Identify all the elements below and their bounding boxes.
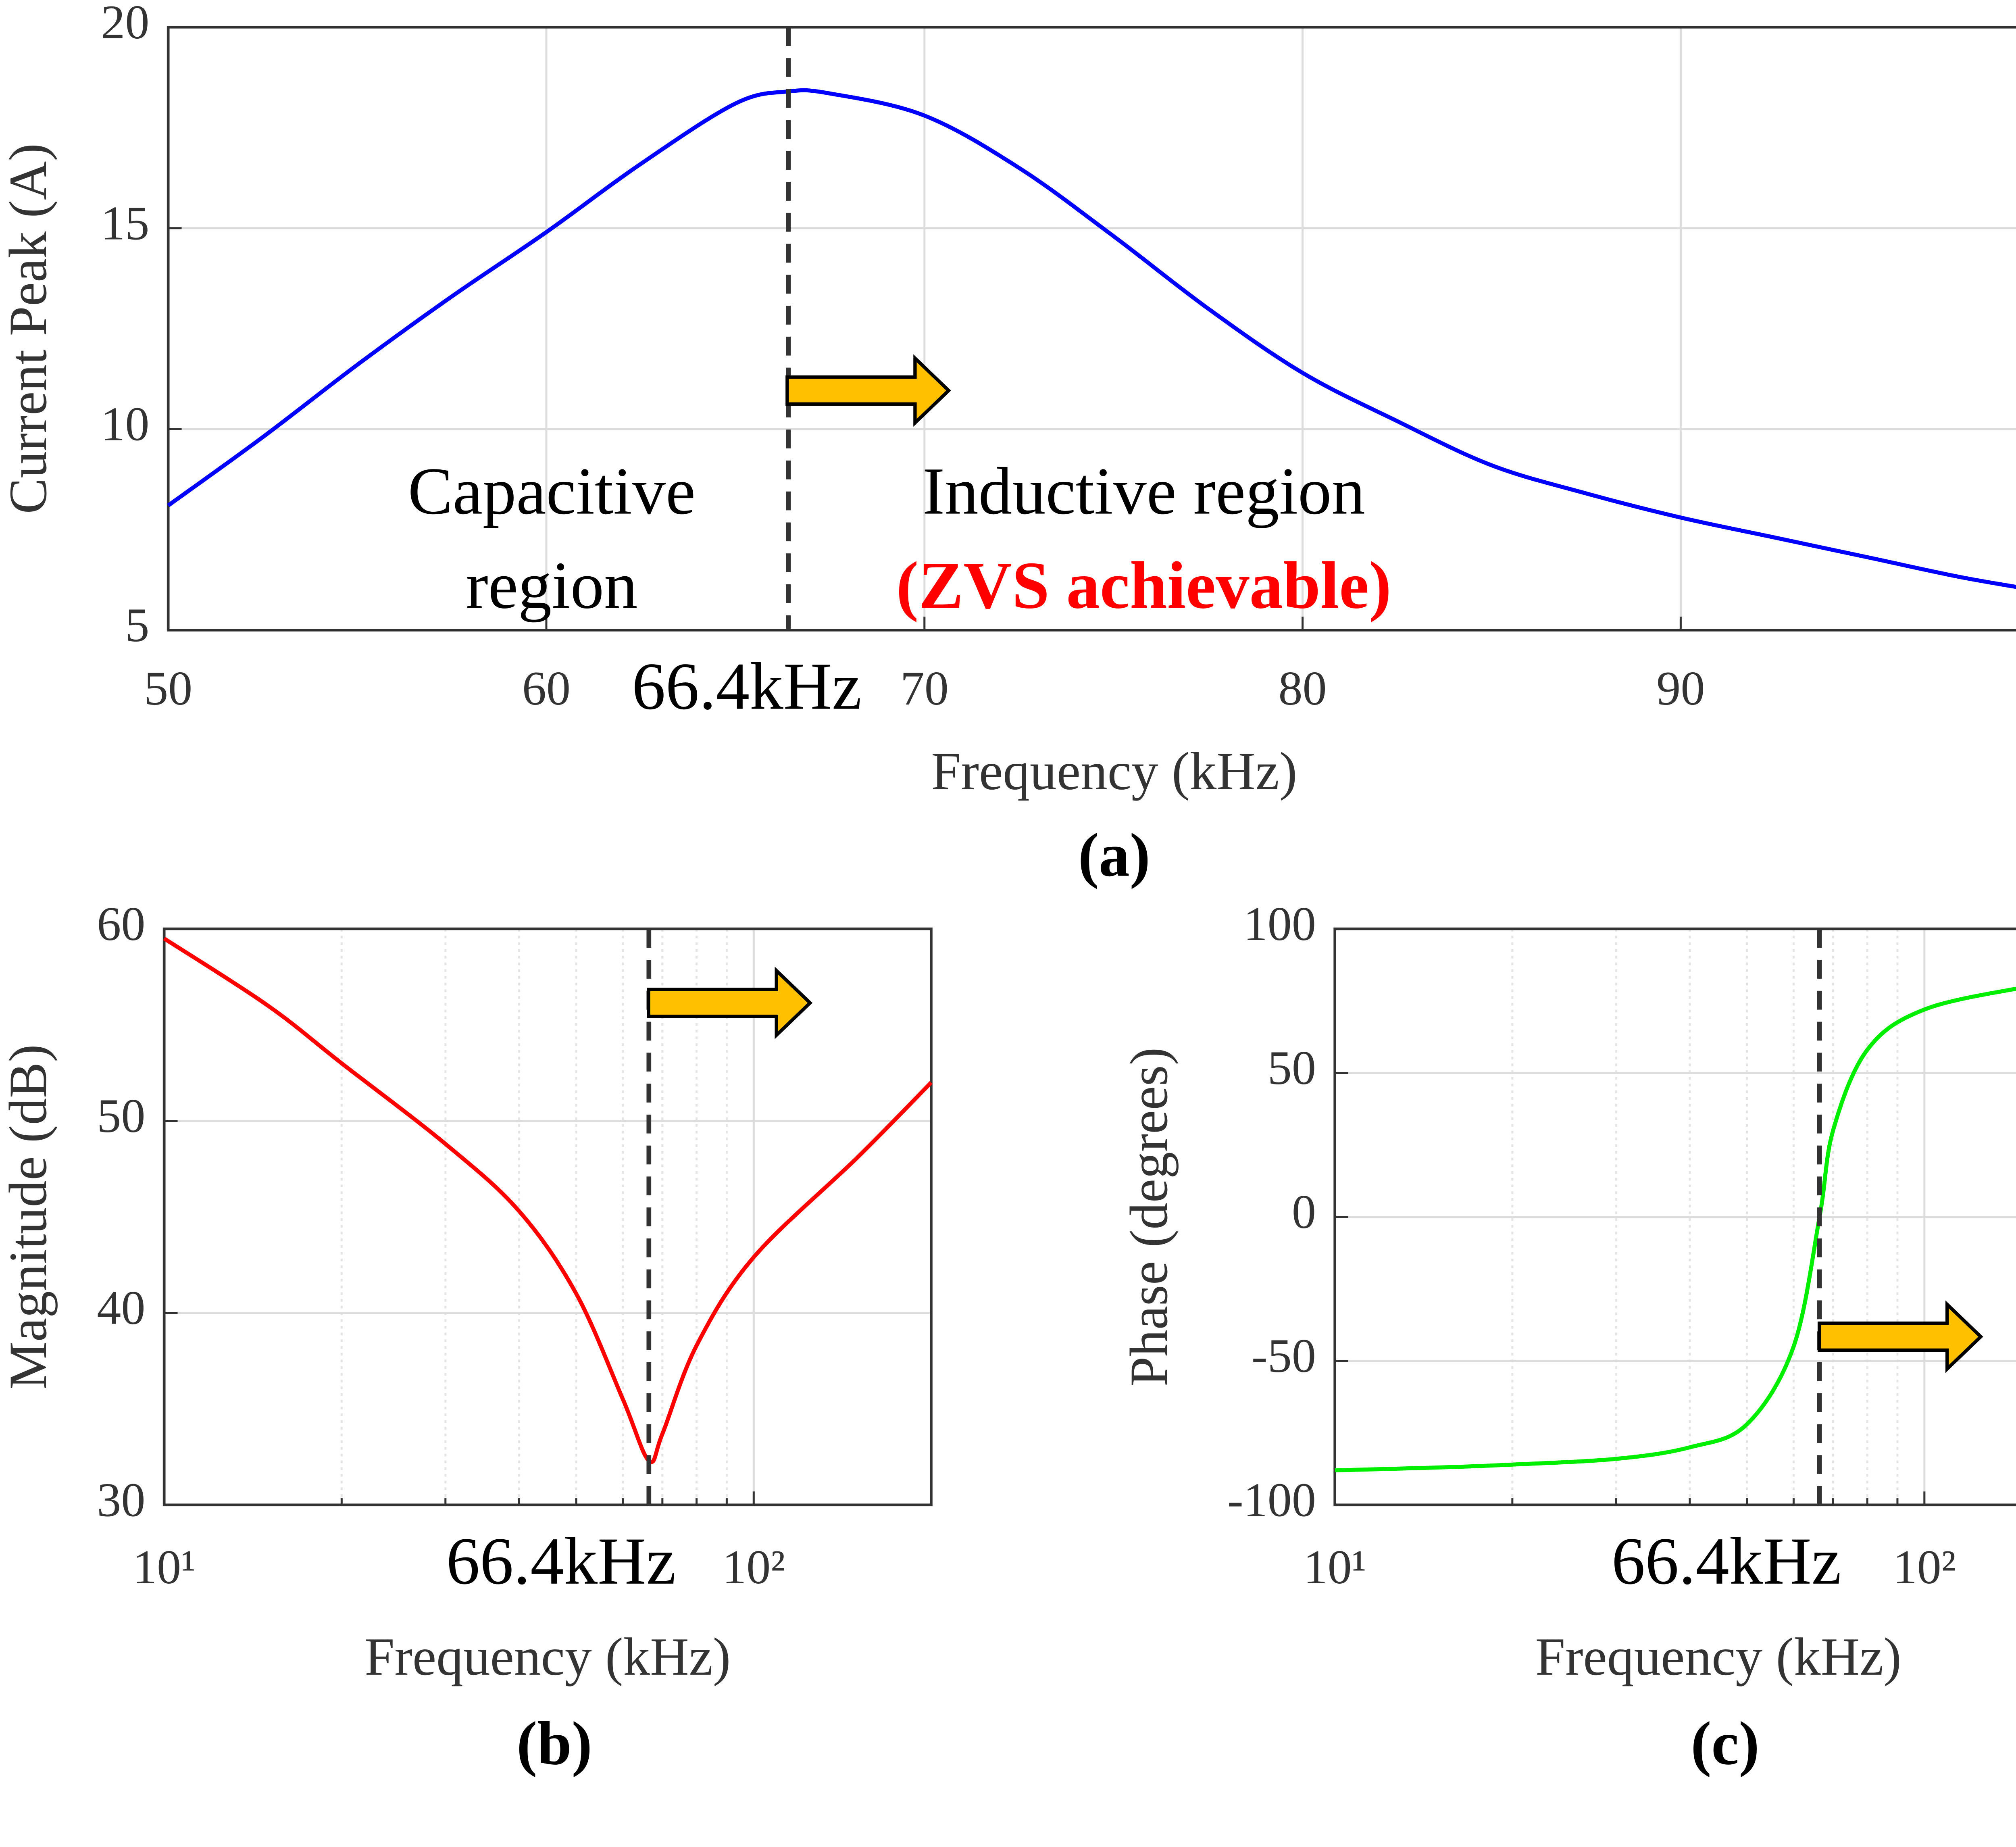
data-line (163, 936, 933, 1464)
x-tick-label: 10¹ (1304, 1540, 1366, 1594)
annotation: region (466, 548, 637, 623)
reference-label: 66.4kHz (632, 649, 862, 724)
x-tick-label: 50 (144, 661, 192, 715)
y-tick-label: 60 (97, 897, 145, 951)
y-axis-label: Current Peak (A) (0, 143, 58, 514)
caption: (a) (1078, 821, 1150, 890)
annotation: Inductive region (923, 454, 1365, 529)
x-tick-label: 90 (1656, 661, 1705, 715)
plot-frame (167, 25, 2016, 632)
y-tick-label: 40 (97, 1281, 145, 1334)
y-tick-label: -100 (1227, 1473, 1316, 1526)
annotation: (ZVS achievable) (896, 548, 1391, 623)
x-tick-label: 10² (1893, 1540, 1956, 1594)
annotation: Capacitive (408, 454, 696, 529)
x-tick-label: 10¹ (133, 1540, 196, 1594)
arrow (1817, 1300, 1983, 1373)
y-tick-label: 0 (1292, 1185, 1316, 1238)
caption: (c) (1691, 1709, 1759, 1778)
data-line (1335, 986, 2016, 1473)
plot-frame (162, 928, 933, 1507)
y-tick-label: 50 (97, 1089, 145, 1142)
y-tick-label: 50 (1268, 1041, 1316, 1094)
caption: (b) (516, 1709, 592, 1778)
y-tick-label: 15 (101, 196, 149, 250)
y-tick-label: 10 (101, 397, 149, 451)
x-tick-label: 60 (522, 661, 571, 715)
x-tick-label: 10² (722, 1540, 785, 1594)
plot-frame (1333, 928, 2016, 1507)
arrow (647, 967, 813, 1039)
y-tick-label: 100 (1243, 897, 1316, 951)
x-axis-label: Frequency (kHz) (1535, 1627, 1901, 1686)
x-axis-label: Frequency (kHz) (364, 1627, 731, 1686)
y-tick-label: 30 (97, 1473, 145, 1526)
y-axis-label: Magnitude (dB) (0, 1044, 58, 1389)
y-tick-label: -50 (1252, 1329, 1316, 1382)
x-tick-label: 80 (1279, 661, 1327, 715)
reference-label: 66.4kHz (1612, 1524, 1841, 1599)
x-axis-label: Frequency (kHz) (931, 741, 1297, 801)
reference-label: 66.4kHz (446, 1524, 676, 1599)
arrow (785, 354, 951, 427)
y-tick-label: 5 (125, 598, 149, 652)
y-tick-label: 20 (101, 0, 149, 49)
x-tick-label: 70 (900, 661, 949, 715)
y-axis-label: Phase (degrees) (1119, 1047, 1179, 1386)
data-line (167, 88, 2016, 589)
